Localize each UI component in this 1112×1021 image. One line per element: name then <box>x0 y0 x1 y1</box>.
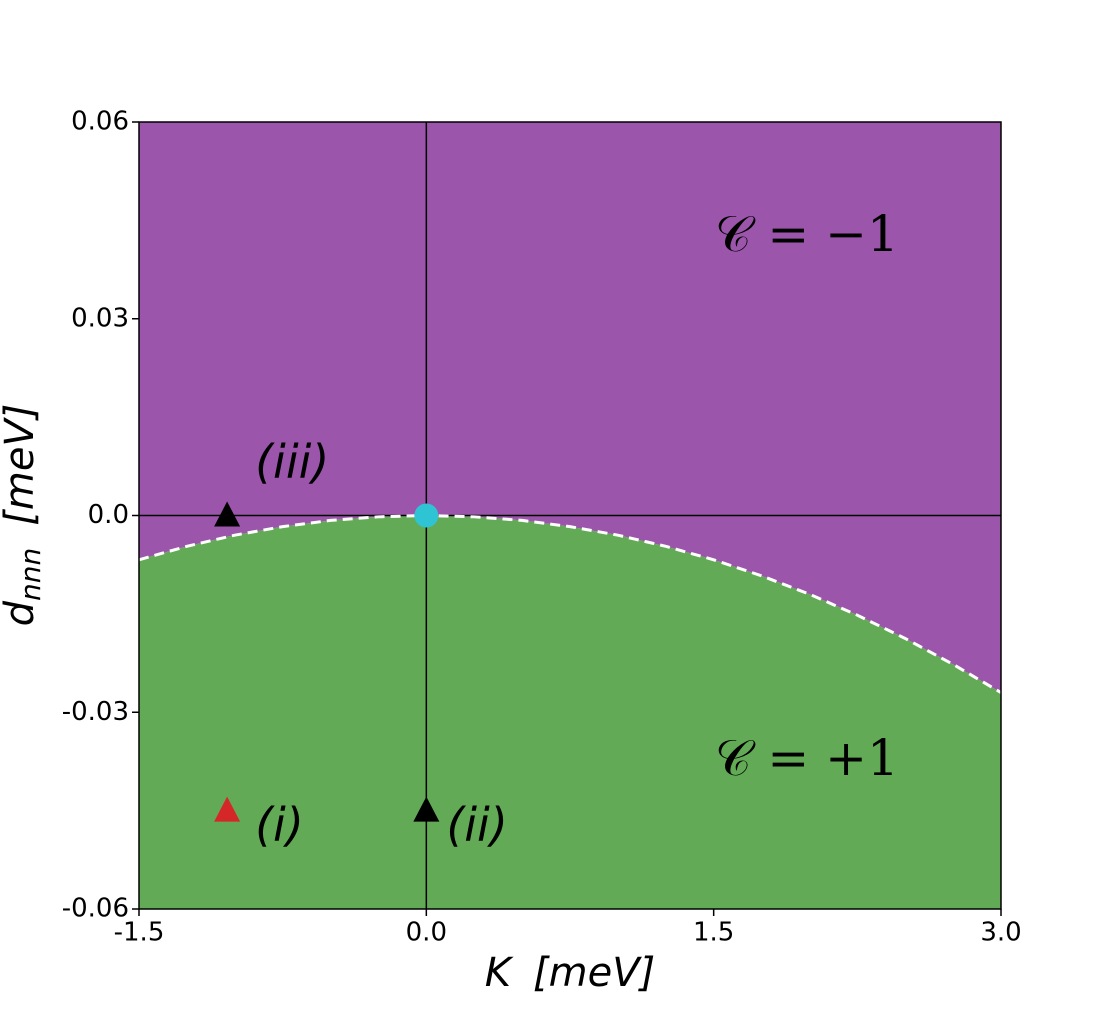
point-marker <box>214 501 241 527</box>
point-marker <box>414 503 439 528</box>
plot-area <box>139 122 1001 909</box>
region-label: 𝒞 = −1 <box>715 205 899 263</box>
region-fill <box>139 515 1001 909</box>
phase-boundary <box>139 513 1001 694</box>
x-tick-label: 1.5 <box>693 918 734 948</box>
point-label: (iii) <box>255 435 329 489</box>
x-tick-label: 3.0 <box>980 918 1021 948</box>
y-label-subscript: nnn <box>14 548 47 601</box>
x-axis-label: K [meV] <box>485 950 655 996</box>
y-tick-label: 0.0 <box>88 500 129 530</box>
region-label: 𝒞 = +1 <box>715 729 899 787</box>
point-marker <box>413 796 440 822</box>
y-axis-label: dnnn [meV] <box>0 404 47 627</box>
point-marker <box>214 796 241 822</box>
y-label-unit: [meV] <box>0 404 43 526</box>
y-tick-label: -0.06 <box>62 894 129 924</box>
y-tick-label: 0.03 <box>71 303 129 333</box>
point-label: (i) <box>255 798 304 852</box>
y-tick-label: -0.03 <box>62 697 129 727</box>
y-label-symbol: d <box>0 600 43 626</box>
y-tick-label: 0.06 <box>71 107 129 137</box>
region-fill <box>139 122 1001 693</box>
x-tick-label: 0.0 <box>406 918 447 948</box>
x-label-unit: [meV] <box>533 950 655 996</box>
point-label: (ii) <box>446 798 507 852</box>
x-tick-label: -1.5 <box>114 918 165 948</box>
x-label-symbol: K <box>485 950 514 996</box>
